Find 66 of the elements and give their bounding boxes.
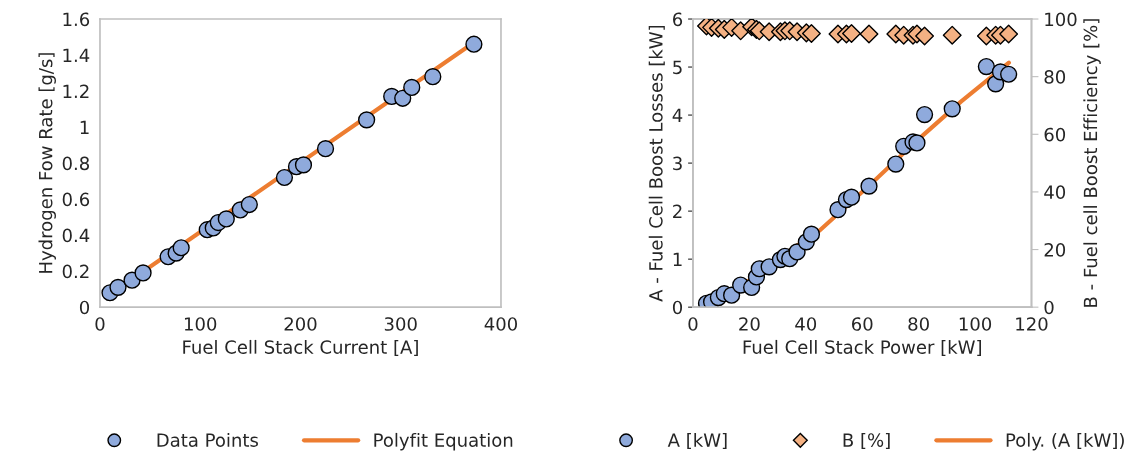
- y2-tick-label: 0: [1044, 300, 1054, 315]
- x-tick-label: 100: [959, 317, 992, 331]
- x-axis-title: Fuel Cell Stack Current [A]: [183, 339, 418, 357]
- y-tick-label: 2: [673, 204, 682, 218]
- y-tick-label: 0.6: [62, 192, 90, 207]
- y-tick-label: 5: [673, 60, 682, 75]
- legend-label: Polyfit Equation: [374, 432, 513, 451]
- legend-label: A [kW]: [667, 432, 727, 450]
- y-tick-label: 0.2: [62, 264, 89, 279]
- x-tick-label: 200: [284, 317, 317, 331]
- y-tick-label: 4: [672, 108, 683, 122]
- y-tick-label: 0.4: [62, 228, 90, 243]
- point: [842, 188, 861, 206]
- point: [109, 278, 127, 296]
- y-tick-label: 0: [672, 300, 683, 315]
- point: [943, 100, 961, 118]
- y-tick-label: 1.4: [63, 48, 90, 62]
- legend-label: Data Points: [157, 432, 258, 447]
- y2-tick-label: 100: [1045, 12, 1077, 27]
- y2-tick-label: 60: [1044, 127, 1066, 142]
- point: [465, 35, 483, 53]
- point: [134, 264, 152, 282]
- point: [172, 239, 190, 257]
- x-tick-label: 40: [795, 317, 817, 331]
- y-tick-label: 1: [80, 120, 89, 134]
- point: [316, 140, 335, 158]
- y2-tick-label: 20: [1044, 243, 1066, 257]
- y-axis-title: Hydrogen Fow Rate [g/s]: [38, 53, 56, 273]
- point: [860, 177, 878, 195]
- legend-label: Poly. (A [kW]): [1006, 432, 1124, 451]
- point: [977, 57, 995, 76]
- y-tick-label: 1: [673, 252, 682, 266]
- point: [424, 68, 442, 86]
- y-tick-label: 1.6: [63, 12, 90, 27]
- y2-axis-title: B - Fuel cell Boost Efficiency [%]: [1083, 19, 1101, 307]
- x-tick-label: 120: [1016, 317, 1048, 331]
- point: [403, 78, 421, 97]
- y-tick-label: 6: [673, 12, 683, 27]
- x-tick-label: 100: [184, 317, 217, 331]
- x-tick-label: 0: [95, 317, 105, 331]
- x-tick-label: 300: [384, 317, 417, 331]
- y-tick-label: 0: [79, 300, 90, 315]
- point: [358, 111, 376, 129]
- x-tick-label: 20: [739, 317, 760, 331]
- y-tick-label: 0.8: [62, 156, 90, 171]
- legend-label: B [%]: [843, 432, 890, 450]
- y2-tick-label: 80: [1044, 70, 1066, 84]
- point: [908, 134, 926, 152]
- y-tick-label: 1.2: [63, 84, 89, 98]
- x-tick-label: 80: [908, 317, 929, 331]
- point: [802, 225, 821, 243]
- y2-tick-label: 40: [1044, 185, 1066, 200]
- point: [217, 210, 235, 228]
- x-tick-label: 60: [852, 317, 873, 331]
- y-axis-title: A - Fuel Cell Boost Losses [kW]: [648, 25, 665, 302]
- x-tick-label: 400: [484, 317, 518, 331]
- point: [915, 105, 934, 124]
- point: [887, 155, 905, 173]
- y-tick-label: 3: [673, 156, 682, 171]
- point: [294, 156, 313, 174]
- point: [275, 168, 294, 187]
- x-tick-label: 0: [688, 317, 698, 331]
- point: [1000, 65, 1018, 83]
- point: [240, 195, 258, 214]
- x-axis-title: Fuel Cell Stack Power [kW]: [743, 339, 981, 357]
- point: [394, 89, 412, 107]
